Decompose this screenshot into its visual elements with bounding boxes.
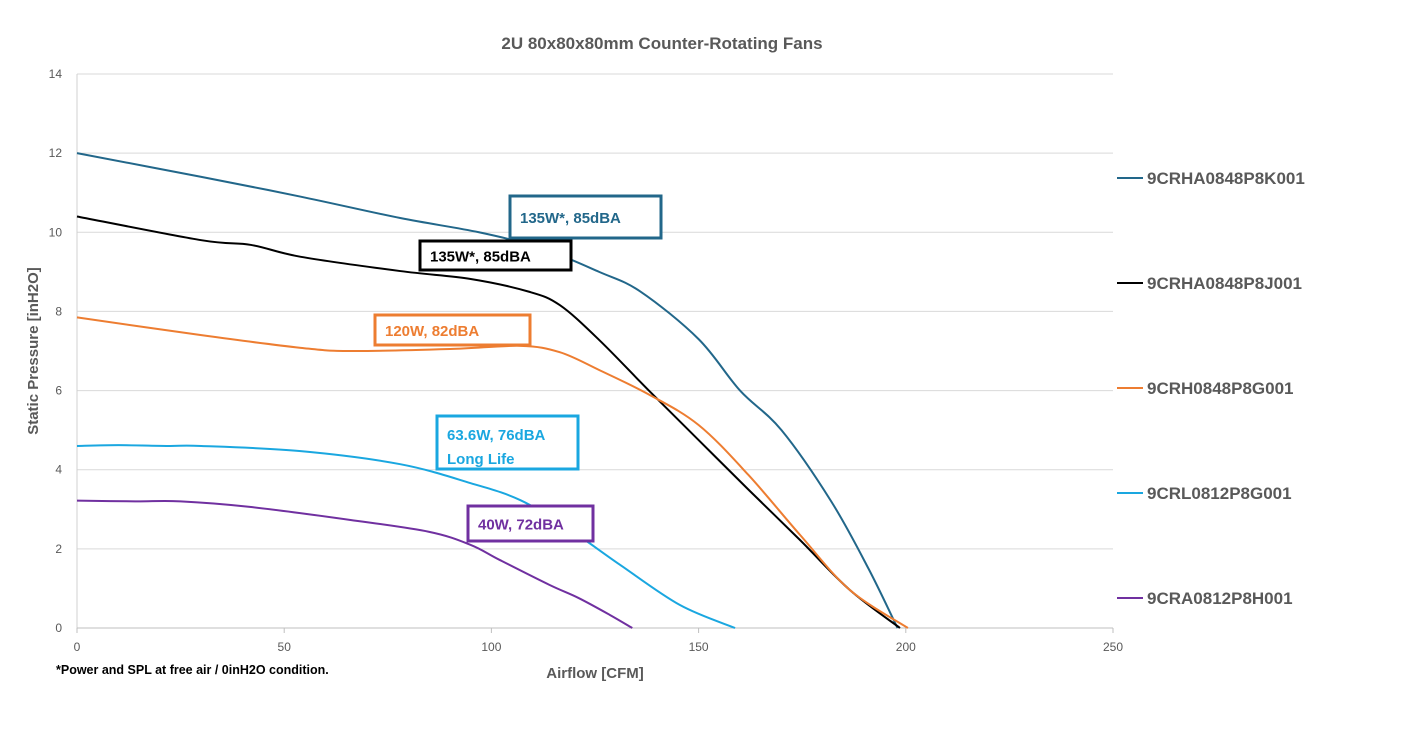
y-tick-label: 10 [49, 225, 63, 239]
legend-label: 9CRA0812P8H001 [1147, 589, 1293, 608]
legend-label: 9CRH0848P8G001 [1147, 379, 1293, 398]
annotation-text: 40W, 72dBA [478, 517, 564, 534]
x-tick-label: 0 [74, 640, 81, 654]
y-axis-label: Static Pressure [inH2O] [25, 267, 42, 435]
annotations: 135W*, 85dBA 135W*, 85dBA 120W, 82dBA 63.6W… [373, 194, 663, 543]
series-line-9CRHA0848P8K001 [76, 152, 899, 629]
annotation-box [435, 414, 580, 471]
x-tick-label: 50 [278, 640, 292, 654]
series-line-9CRL0812P8G001 [76, 444, 736, 629]
x-tick-label: 100 [481, 640, 501, 654]
series-line-9CRHA0848P8J001 [76, 215, 901, 629]
y-axis-ticks: 0 2 4 6 8 10 12 14 [49, 67, 63, 635]
gridlines [77, 73, 1113, 550]
y-tick-label: 8 [55, 304, 62, 318]
annotation-box [418, 239, 573, 272]
annotation-text: 135W*, 85dBA [520, 210, 621, 227]
y-tick-label: 12 [49, 146, 63, 160]
chart-title: 2U 80x80x80mm Counter-Rotating Fans [501, 34, 822, 53]
annotation-box [508, 194, 663, 240]
x-axis-ticks: 0 50 100 150 200 250 [74, 628, 1123, 654]
series-lines [76, 152, 909, 629]
y-tick-label: 2 [55, 542, 62, 556]
footnote: *Power and SPL at free air / 0inH2O cond… [56, 663, 329, 677]
annotation-text: Long Life [447, 451, 515, 468]
y-tick-label: 4 [55, 463, 62, 477]
annotation-box [373, 313, 532, 347]
legend-label: 9CRHA0848P8K001 [1147, 169, 1305, 188]
x-tick-label: 250 [1103, 640, 1123, 654]
y-tick-label: 6 [55, 384, 62, 398]
legend-label: 9CRL0812P8G001 [1147, 484, 1292, 503]
x-tick-label: 200 [896, 640, 916, 654]
x-tick-label: 150 [689, 640, 709, 654]
annotation-text: 135W*, 85dBA [430, 249, 531, 266]
legend: 9CRHA0848P8K001 9CRHA0848P8J001 9CRH0848P8… [1117, 169, 1305, 608]
annotation-text: 120W, 82dBA [385, 323, 479, 340]
x-axis-label: Airflow [CFM] [546, 665, 643, 682]
legend-label: 9CRHA0848P8J001 [1147, 274, 1302, 293]
annotation-box [466, 504, 595, 543]
series-line-9CRA0812P8H001 [76, 499, 633, 629]
series-line-9CRH0848P8G001 [76, 316, 909, 629]
y-tick-label: 14 [49, 67, 63, 81]
annotation-text: 63.6W, 76dBA [447, 427, 546, 444]
y-tick-label: 0 [55, 621, 62, 635]
